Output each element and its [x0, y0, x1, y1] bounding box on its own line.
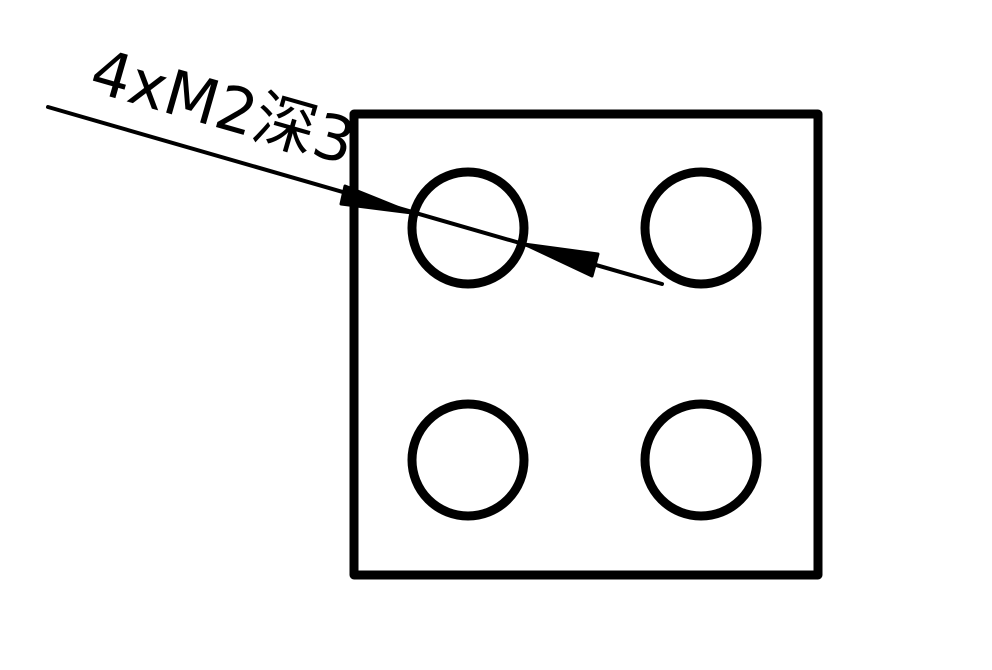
hole-bottom-right — [640, 399, 762, 521]
hole-top-left — [407, 167, 529, 289]
leader-arrowhead-inner — [522, 242, 600, 278]
hole-bottom-left — [407, 399, 529, 521]
hole-top-right — [640, 167, 762, 289]
plate-outline — [349, 109, 823, 580]
leader-arrowhead-outer — [339, 184, 414, 215]
